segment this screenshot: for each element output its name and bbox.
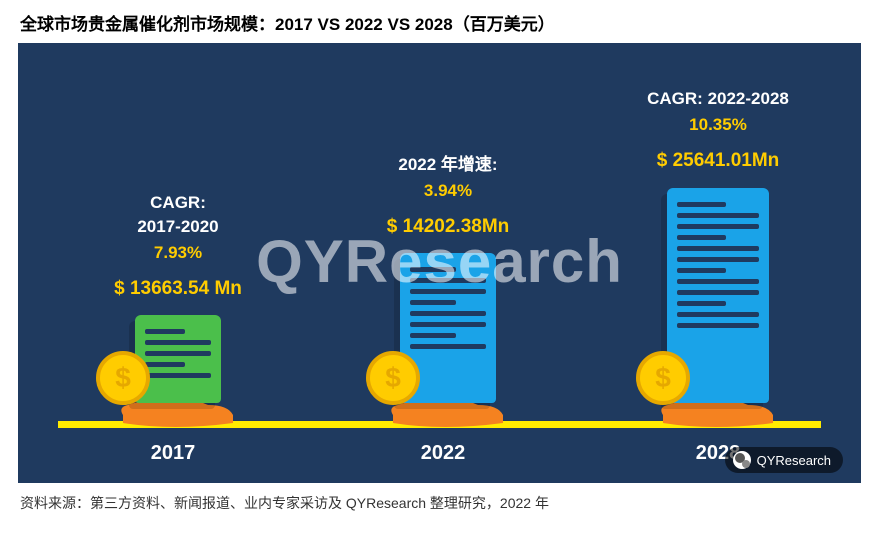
data-column-2022: 2022 年增速: 3.94% $ 14202.38Mn $ (318, 153, 578, 423)
market-value: $ 25641.01Mn (647, 148, 789, 175)
coin-icon: $ (96, 351, 150, 405)
growth-value: 3.94% (387, 179, 510, 203)
cagr-label: CAGR: 2022-2028 (647, 87, 789, 111)
chart-area: QYResearch CAGR: 2017-2020 7.93% $ 13663… (18, 43, 861, 483)
market-value: $ 13663.54 Mn (114, 276, 242, 303)
cagr-value: 10.35% (647, 113, 789, 137)
cagr-block-2017: CAGR: 2017-2020 7.93% $ 13663.54 Mn (114, 191, 242, 303)
cagr-block-2022: 2022 年增速: 3.94% $ 14202.38Mn (387, 153, 510, 241)
icon-stack-2028: $ (628, 185, 808, 423)
chart-title: 全球市场贵金属催化剂市场规模：2017 VS 2022 VS 2028（百万美元… (0, 0, 879, 43)
year-label-2017: 2017 (113, 442, 233, 465)
source-text: 资料来源：第三方资料、新闻报道、业内专家采访及 QYResearch 整理研究，… (0, 483, 879, 513)
wechat-icon (733, 451, 751, 469)
data-column-2017: CAGR: 2017-2020 7.93% $ 13663.54 Mn $ (48, 191, 308, 423)
document-icon (135, 315, 221, 403)
cagr-value: 7.93% (114, 241, 242, 265)
data-column-2028: CAGR: 2022-2028 10.35% $ 25641.01Mn $ (588, 87, 848, 423)
market-value: $ 14202.38Mn (387, 214, 510, 241)
coin-icon: $ (366, 351, 420, 405)
cagr-label: CAGR: (114, 191, 242, 215)
wechat-badge: QYResearch (725, 447, 843, 473)
coin-icon: $ (636, 351, 690, 405)
icon-stack-2017: $ (88, 313, 268, 423)
badge-text: QYResearch (757, 453, 831, 468)
cagr-period: 2017-2020 (114, 215, 242, 239)
cagr-block-2028: CAGR: 2022-2028 10.35% $ 25641.01Mn (647, 87, 789, 175)
growth-label: 2022 年增速: (387, 153, 510, 177)
year-label-2022: 2022 (383, 442, 503, 465)
icon-stack-2022: $ (358, 251, 538, 423)
